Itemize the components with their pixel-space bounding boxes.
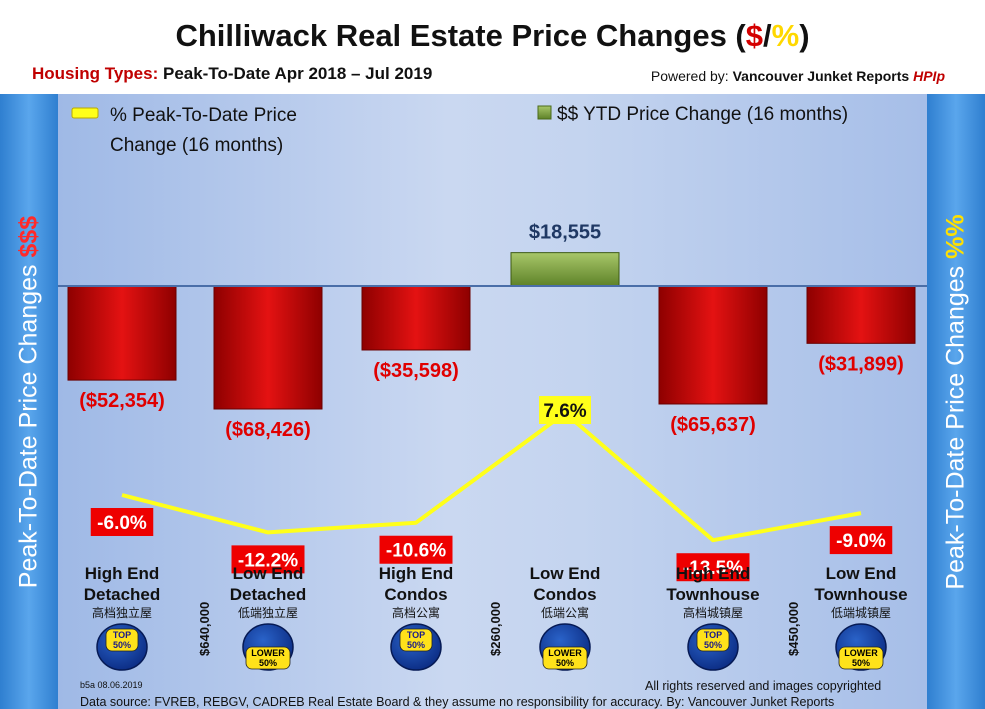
pct-label-box-0 — [90, 508, 154, 536]
percent-line-series: -6.0% -12.2% -10.6% 7.6% -13.5% -9.0% — [90, 396, 893, 582]
chart-title: Chilliwack Real Estate Price Changes ($/… — [175, 18, 810, 53]
bar-value-label-3: $18,555 — [529, 222, 601, 244]
bar-value-label-1: ($68,426) — [225, 419, 311, 441]
bar-value-label-2: ($35,598) — [373, 360, 459, 382]
pct-label-box-5 — [829, 526, 893, 555]
price-threshold-0: $640,000 — [197, 602, 212, 656]
pct-label-2: -10.6% — [386, 541, 446, 562]
pct-label-3: 7.6% — [543, 401, 586, 422]
footer-rights: All rights reserved and images copyright… — [645, 679, 881, 693]
price-thresholds: $640,000 $260,000 $450,000 — [197, 602, 801, 656]
pct-label-box-4 — [676, 553, 750, 582]
subtitle-label: Housing Types: — [32, 64, 159, 83]
category-label-line1-5: Low End — [826, 564, 897, 583]
category-label-zh-5: 低端城镇屋 — [831, 606, 891, 620]
category-label-line1-1: Low End — [233, 564, 304, 583]
badge-line2-0: 50% — [113, 640, 131, 650]
left-side-banner: Peak-To-Date Price Changes $$$ — [0, 94, 58, 709]
price-threshold-1: $260,000 — [488, 602, 503, 656]
category-label-line2-4: Townhouse — [666, 585, 759, 604]
powered-name: Vancouver Junket Reports — [732, 68, 910, 84]
footer-code: b5a 08.06.2019 — [80, 680, 143, 690]
category-label-line2-2: Condos — [384, 585, 447, 604]
category-label-line1-4: High End — [676, 564, 751, 583]
badge-line2-1: 50% — [259, 658, 277, 668]
bar-value-label-4: ($65,637) — [670, 414, 756, 436]
category-label-line2-3: Condos — [533, 585, 596, 604]
badges: TOP50%LOWER50%TOP50%LOWER50%TOP50%LOWER5… — [96, 623, 887, 671]
powered-hpi: HPIp — [913, 68, 945, 84]
category-label-line1-2: High End — [379, 564, 454, 583]
category-label-line1-3: Low End — [530, 564, 601, 583]
badge-line1-1: LOWER — [251, 648, 285, 658]
legend-line-swatch — [71, 107, 99, 119]
category-label-line2-1: Detached — [230, 585, 307, 604]
pct-label-box-2 — [379, 535, 453, 564]
chart-panel: % Peak-To-Date Price Change (16 months) … — [58, 94, 927, 709]
badge-line2-3: 50% — [556, 658, 574, 668]
pct-label-box-1 — [231, 545, 305, 574]
legend-bar-swatch — [537, 105, 552, 120]
category-label-line1-0: High End — [85, 564, 160, 583]
badge-line2-2: 50% — [407, 640, 425, 650]
right-axis-label: Peak-To-Date Price Changes %% — [941, 213, 970, 590]
badge-line1-5: LOWER — [844, 648, 878, 658]
badge-label-box-2 — [399, 628, 433, 652]
pct-label-1: -12.2% — [238, 550, 298, 571]
bar-1 — [213, 285, 323, 410]
bar-5 — [806, 285, 916, 344]
powered-by: Powered by: Vancouver Junket Reports HPI… — [650, 68, 945, 84]
footer-source: Data source: FVREB, REBGV, CADREB Real E… — [80, 695, 834, 709]
bar-value-labels: ($52,354) ($68,426) ($35,598) $18,555 ($65,6… — [79, 222, 904, 441]
title-percent: % — [771, 18, 800, 53]
legend: % Peak-To-Date Price Change (16 months) … — [71, 104, 848, 156]
category-label-zh-4: 高档城镇屋 — [683, 605, 743, 620]
title-dollar: $ — [745, 18, 763, 53]
legend-line-label-2: Change (16 months) — [110, 135, 283, 156]
badge-line1-2: TOP — [407, 630, 425, 640]
badge-line1-3: LOWER — [548, 648, 582, 658]
bar-0 — [67, 285, 177, 381]
bar-4 — [658, 285, 768, 405]
bar-series — [67, 252, 916, 410]
category-label-line2-5: Townhouse — [814, 585, 907, 604]
pct-label-box-3 — [539, 396, 591, 424]
left-axis-label: Peak-To-Date Price Changes $$$ — [14, 215, 43, 588]
badge-label-box-5 — [838, 646, 884, 670]
percent-line — [121, 411, 862, 543]
legend-bar-label: $$ YTD Price Change (16 months) — [557, 104, 848, 125]
category-label-zh-1: 低端独立屋 — [238, 605, 298, 620]
badge-label-box-3 — [542, 646, 588, 670]
category-label-zh-2: 高档公寓 — [392, 605, 440, 620]
pct-label-0: -6.0% — [97, 513, 147, 534]
bar-2 — [361, 285, 471, 351]
pct-label-5: -9.0% — [836, 531, 886, 552]
badge-line1-4: TOP — [704, 630, 722, 640]
subtitle: Housing Types: Peak-To-Date Apr 2018 – J… — [32, 64, 432, 84]
pct-label-4: -13.5% — [683, 558, 743, 579]
price-threshold-2: $450,000 — [786, 602, 801, 656]
category-label-zh-0: 高档独立屋 — [92, 605, 152, 620]
badge-label-box-1 — [245, 646, 291, 670]
category-label-zh-3: 低端公寓 — [541, 605, 589, 620]
right-side-banner: Peak-To-Date Price Changes %% — [927, 94, 985, 709]
subtitle-range: Peak-To-Date Apr 2018 – Jul 2019 — [162, 64, 433, 83]
legend-line-label-1: % Peak-To-Date Price — [110, 105, 297, 126]
badge-line2-5: 50% — [852, 658, 870, 668]
badge-label-box-4 — [696, 628, 730, 652]
badge-line2-4: 50% — [704, 640, 722, 650]
badge-label-box-0 — [105, 628, 139, 652]
chart-svg: % Peak-To-Date Price Change (16 months) … — [58, 104, 927, 709]
bar-3 — [510, 252, 620, 287]
bar-value-label-5: ($31,899) — [818, 353, 904, 375]
badge-line1-0: TOP — [113, 630, 131, 640]
category-label-line2-0: Detached — [84, 585, 161, 604]
bar-value-label-0: ($52,354) — [79, 390, 165, 412]
